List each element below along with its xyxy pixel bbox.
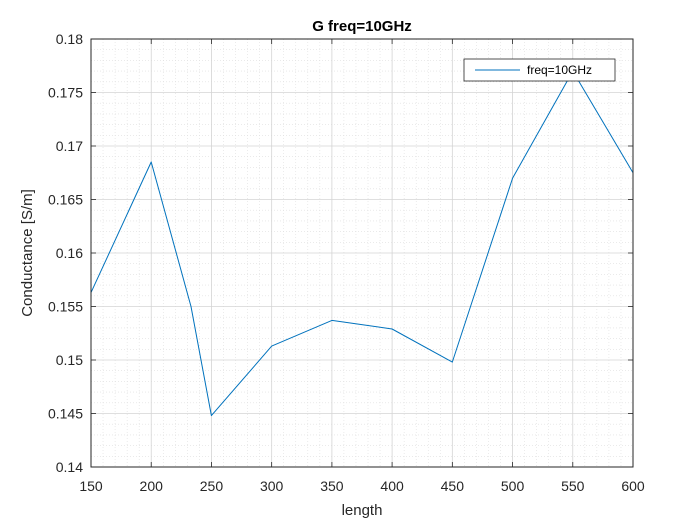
x-tick-label: 350 <box>320 478 344 494</box>
legend-box <box>463 58 616 82</box>
x-tick-label: 550 <box>561 478 585 494</box>
x-tick-labels: 150 200 250 300 350 400 450 500 550 600 <box>79 478 645 494</box>
x-tick-label: 150 <box>79 478 103 494</box>
x-tick-label: 450 <box>441 478 465 494</box>
y-tick-label: 0.145 <box>48 406 83 422</box>
ticks <box>90 38 634 468</box>
x-tick-label: 600 <box>621 478 645 494</box>
x-tick-label: 200 <box>140 478 164 494</box>
x-tick-label: 400 <box>380 478 404 494</box>
y-tick-label: 0.17 <box>56 138 83 154</box>
y-tick-label: 0.14 <box>56 459 83 475</box>
series-line <box>90 70 634 417</box>
y-tick-label: 0.175 <box>48 85 83 101</box>
legend-entry: freq=10GHz <box>527 63 592 77</box>
y-tick-label: 0.165 <box>48 192 83 208</box>
x-tick-label: 300 <box>260 478 284 494</box>
y-tick-label: 0.16 <box>56 245 83 261</box>
chart-title: G freq=10GHz <box>312 18 412 35</box>
minor-grid <box>91 39 633 467</box>
x-axis-label: length <box>342 502 383 519</box>
legend: freq=10GHz <box>463 58 616 82</box>
x-tick-label: 250 <box>200 478 224 494</box>
y-tick-label: 0.155 <box>48 299 83 315</box>
series-layer <box>90 70 634 417</box>
x-tick-label: 500 <box>501 478 525 494</box>
y-tick-label: 0.15 <box>56 352 83 368</box>
y-axis-label: Conductance [S/m] <box>19 189 36 317</box>
y-tick-labels: 0.14 0.145 0.15 0.155 0.16 0.165 0.17 0.175 0.18 <box>48 31 83 475</box>
y-tick-label: 0.18 <box>56 31 83 47</box>
